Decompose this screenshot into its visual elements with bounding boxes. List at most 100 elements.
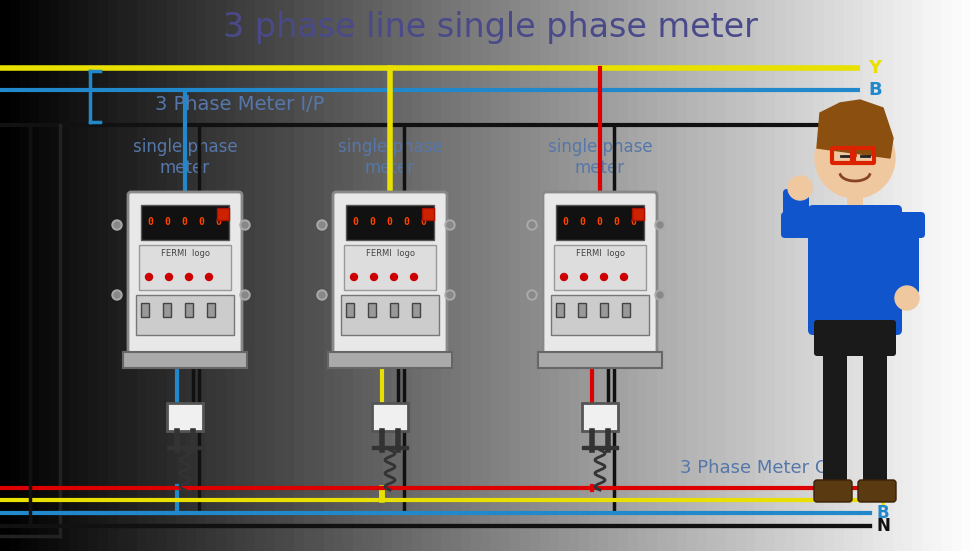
Circle shape <box>895 286 919 310</box>
Bar <box>185 303 193 317</box>
Circle shape <box>166 273 172 280</box>
Text: 0: 0 <box>198 217 204 227</box>
Text: 0: 0 <box>369 217 375 227</box>
Bar <box>167 403 203 431</box>
Text: N: N <box>876 517 890 535</box>
Text: FERMI  logo: FERMI logo <box>366 249 415 257</box>
Circle shape <box>242 222 248 228</box>
Text: N: N <box>868 116 883 134</box>
Circle shape <box>240 290 250 300</box>
Bar <box>556 303 564 317</box>
Bar <box>328 352 452 368</box>
Circle shape <box>411 273 417 280</box>
Text: 0: 0 <box>147 217 153 227</box>
Bar <box>372 403 408 431</box>
Circle shape <box>317 290 327 300</box>
FancyBboxPatch shape <box>543 192 657 363</box>
Text: 3 Phase Meter O/P: 3 Phase Meter O/P <box>680 459 846 477</box>
Text: 0: 0 <box>352 217 358 227</box>
Circle shape <box>657 222 663 228</box>
Circle shape <box>317 220 327 230</box>
Bar <box>368 303 376 317</box>
Bar <box>390 303 398 317</box>
Bar <box>139 245 231 290</box>
Circle shape <box>445 220 455 230</box>
FancyBboxPatch shape <box>889 212 925 238</box>
Text: 3 phase line single phase meter: 3 phase line single phase meter <box>222 12 758 45</box>
Circle shape <box>114 292 120 298</box>
Bar <box>412 303 420 317</box>
FancyBboxPatch shape <box>781 212 821 238</box>
Text: 0: 0 <box>613 217 619 227</box>
Circle shape <box>527 220 537 230</box>
Circle shape <box>529 292 535 298</box>
Circle shape <box>319 222 325 228</box>
Bar <box>372 446 408 449</box>
Bar <box>632 208 644 220</box>
Circle shape <box>145 273 153 280</box>
Bar <box>167 446 203 449</box>
Bar <box>582 446 618 449</box>
Circle shape <box>447 222 453 228</box>
Text: 0: 0 <box>164 217 170 227</box>
Polygon shape <box>817 100 893 158</box>
Text: B: B <box>876 504 889 522</box>
Circle shape <box>657 292 663 298</box>
FancyBboxPatch shape <box>893 226 919 294</box>
Bar <box>344 245 436 290</box>
Bar <box>538 352 662 368</box>
Bar <box>556 205 644 240</box>
Text: 0: 0 <box>579 217 585 227</box>
Circle shape <box>114 222 120 228</box>
Text: 0: 0 <box>563 217 568 227</box>
Circle shape <box>788 176 812 200</box>
Bar <box>578 303 586 317</box>
Text: 0: 0 <box>181 217 187 227</box>
Circle shape <box>242 292 248 298</box>
Bar <box>582 403 618 431</box>
Circle shape <box>561 273 567 280</box>
Circle shape <box>529 222 535 228</box>
FancyBboxPatch shape <box>814 320 896 356</box>
Bar <box>136 295 234 335</box>
Circle shape <box>390 273 398 280</box>
Bar <box>141 205 229 240</box>
Bar <box>123 352 247 368</box>
Circle shape <box>601 273 608 280</box>
FancyBboxPatch shape <box>128 192 242 363</box>
Text: 0: 0 <box>596 217 602 227</box>
Circle shape <box>206 273 213 280</box>
FancyBboxPatch shape <box>783 189 809 229</box>
Bar <box>141 303 149 317</box>
Bar <box>341 295 439 335</box>
Bar <box>346 303 354 317</box>
Bar <box>207 303 215 317</box>
Text: Y: Y <box>868 59 881 77</box>
Text: Y: Y <box>876 491 888 509</box>
Text: B: B <box>868 81 882 99</box>
Text: 0: 0 <box>630 217 636 227</box>
Text: single phase
meter: single phase meter <box>548 138 653 177</box>
Bar <box>847 193 863 213</box>
Text: 3 Phase Meter I/P: 3 Phase Meter I/P <box>155 95 324 115</box>
Text: single phase
meter: single phase meter <box>132 138 237 177</box>
Circle shape <box>655 220 665 230</box>
Circle shape <box>185 273 192 280</box>
Bar <box>622 303 630 317</box>
Circle shape <box>351 273 358 280</box>
Bar <box>217 208 229 220</box>
Bar <box>600 303 608 317</box>
Text: R: R <box>876 479 889 497</box>
Circle shape <box>620 273 627 280</box>
Bar <box>163 303 171 317</box>
FancyBboxPatch shape <box>814 480 852 502</box>
FancyBboxPatch shape <box>858 480 896 502</box>
Text: 0: 0 <box>386 217 392 227</box>
Text: 0: 0 <box>215 217 220 227</box>
Circle shape <box>319 292 325 298</box>
FancyBboxPatch shape <box>808 205 902 335</box>
Circle shape <box>112 290 122 300</box>
FancyBboxPatch shape <box>333 192 447 363</box>
Circle shape <box>580 273 587 280</box>
Circle shape <box>447 292 453 298</box>
